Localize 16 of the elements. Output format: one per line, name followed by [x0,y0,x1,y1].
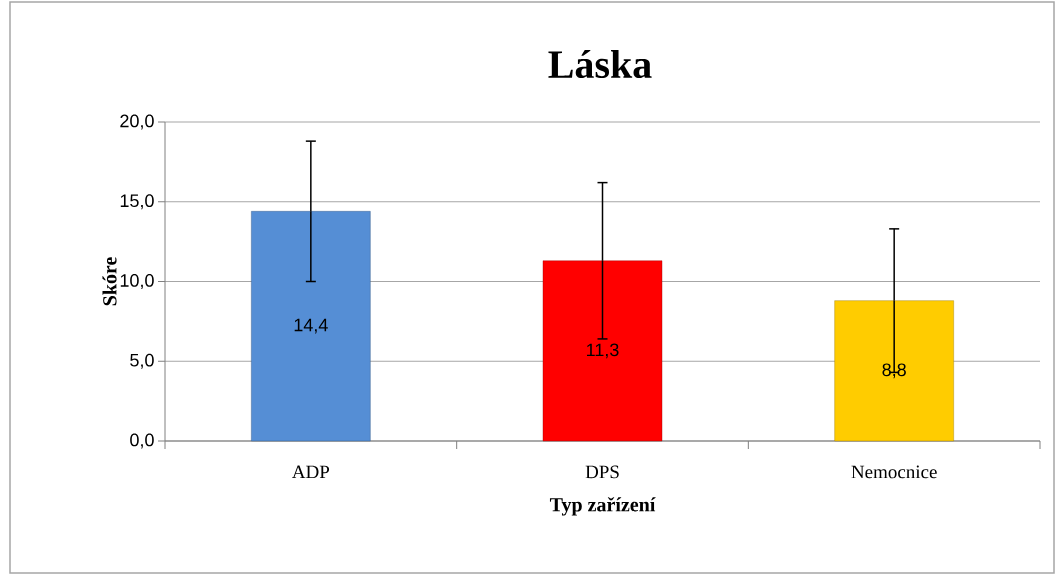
bar [542,260,663,442]
x-tick-label: ADP [292,465,330,479]
chart-title: Láska [548,49,652,79]
y-axis-title: Skóre [102,257,117,306]
x-axis-title: Typ zařízení [549,497,656,516]
y-tick-label: 10,0 [120,274,154,289]
data-label: 8,8 [882,363,906,379]
bar [251,211,371,442]
y-tick-label: 20,0 [120,114,154,130]
y-tick-label: 15,0 [120,194,154,210]
y-tick-label: 0,0 [130,433,154,449]
x-tick-label: DPS [585,465,619,479]
y-tick-label: 5,0 [130,353,154,369]
data-label: 14,4 [294,318,328,334]
x-tick-label: Nemocnice [851,465,937,479]
data-label: 11,3 [587,343,619,359]
